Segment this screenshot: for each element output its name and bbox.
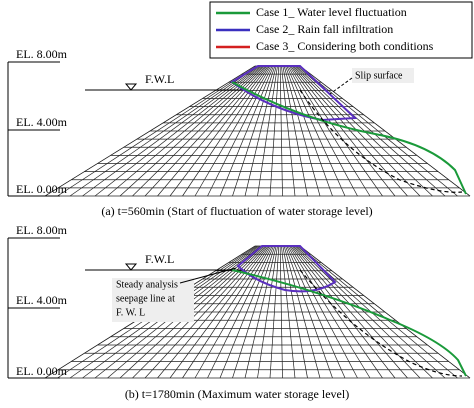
mesh-line xyxy=(298,245,458,379)
annotation: seepage line at xyxy=(116,293,175,304)
mesh-line xyxy=(299,245,471,379)
mesh-line xyxy=(44,65,256,197)
mesh-line xyxy=(289,245,371,379)
mesh-line xyxy=(279,65,283,197)
elevation-label: EL. 0.00m xyxy=(16,182,68,196)
mesh-line xyxy=(132,245,265,379)
panel-a: EL. 8.00m EL. 4.00m EL. 0.00m F.W.L Slip… xyxy=(7,47,467,218)
water-label: F.W.L xyxy=(145,252,174,266)
legend-label: Case 1_ Water level fluctuation xyxy=(256,5,407,19)
water-symbol xyxy=(124,83,138,91)
mesh-line xyxy=(82,65,260,197)
mesh-line xyxy=(182,245,270,379)
mesh-line xyxy=(294,245,421,379)
mesh-line xyxy=(219,245,274,379)
mesh-line xyxy=(283,245,321,379)
mesh-line xyxy=(285,245,333,379)
mesh-line xyxy=(257,245,278,379)
caption: (b) t=1780min (Maximum water storage lev… xyxy=(125,387,349,401)
mesh-line xyxy=(157,65,268,197)
mesh-line xyxy=(282,65,308,197)
annotation-leader xyxy=(329,77,353,95)
mesh-line xyxy=(194,245,272,379)
mesh-line xyxy=(144,65,266,197)
mesh-line xyxy=(69,65,258,197)
mesh-line xyxy=(232,65,276,197)
legend-label: Case 3_ Considering both conditions xyxy=(256,39,434,53)
mesh-line xyxy=(289,65,371,197)
mesh-line xyxy=(295,245,433,379)
mesh-line xyxy=(282,245,308,379)
mesh-line xyxy=(281,65,296,197)
mesh-line xyxy=(291,65,396,197)
elevation-label: EL. 8.00m xyxy=(16,47,68,61)
annotation: F. W. L xyxy=(116,307,145,318)
annotation: Steady analysis xyxy=(116,279,178,290)
mesh-line xyxy=(293,245,408,379)
mesh-line xyxy=(286,65,346,197)
mesh-line xyxy=(290,65,383,197)
mesh-line xyxy=(194,65,272,197)
caption: (a) t=560min (Start of fluctuation of wa… xyxy=(101,204,372,218)
mesh-line xyxy=(290,245,383,379)
mesh-line xyxy=(286,245,346,379)
dam-meshes xyxy=(44,65,471,379)
legend-box xyxy=(209,1,473,59)
mesh-line xyxy=(169,245,269,379)
mesh-line xyxy=(94,65,261,197)
mesh-line xyxy=(207,245,273,379)
annotation-box xyxy=(112,278,194,322)
mesh-line xyxy=(107,65,262,197)
mesh-line xyxy=(57,65,257,197)
mesh-line xyxy=(182,65,270,197)
mesh-line xyxy=(207,65,273,197)
mesh-line xyxy=(244,245,277,379)
slip-dashed xyxy=(299,269,463,377)
slip-surface-blue xyxy=(230,65,358,122)
water-label: F.W.L xyxy=(145,72,174,86)
mesh-line xyxy=(293,65,408,197)
elevation-label: EL. 4.00m xyxy=(16,293,68,307)
mesh-line xyxy=(298,65,458,197)
mesh-line xyxy=(281,245,296,379)
mesh-line xyxy=(283,65,321,197)
mesh-line xyxy=(244,65,277,197)
slip-surface-green xyxy=(231,269,467,377)
annotation-leader xyxy=(179,267,237,284)
mesh-line xyxy=(279,245,283,379)
legend-label: Case 2_ Rain fall infiltration xyxy=(256,22,393,36)
slip-dashed xyxy=(299,89,463,193)
mesh-line xyxy=(287,245,358,379)
mesh-line xyxy=(157,245,268,379)
mesh-line xyxy=(299,65,471,197)
elevation-label: EL. 0.00m xyxy=(16,364,68,378)
annotation-box xyxy=(352,68,414,83)
water-symbol xyxy=(124,263,138,271)
slip-surface-green xyxy=(231,81,467,195)
mesh-line xyxy=(269,245,280,379)
mesh-line xyxy=(269,65,280,197)
elevation-label: EL. 8.00m xyxy=(16,223,68,237)
panel-b: EL. 8.00m EL. 4.00m EL. 0.00m F.W.L Stea… xyxy=(7,223,467,401)
mesh-line xyxy=(232,245,276,379)
elevation-label: EL. 4.00m xyxy=(16,115,68,129)
annotation: Slip surface xyxy=(355,70,403,81)
mesh-line xyxy=(257,65,278,197)
mesh-line xyxy=(144,245,266,379)
mesh-line xyxy=(287,65,358,197)
mesh-line xyxy=(219,65,274,197)
mesh-line xyxy=(169,65,269,197)
mesh-line xyxy=(285,65,333,197)
slip-surface-blue xyxy=(236,245,337,293)
mesh-line xyxy=(291,245,396,379)
